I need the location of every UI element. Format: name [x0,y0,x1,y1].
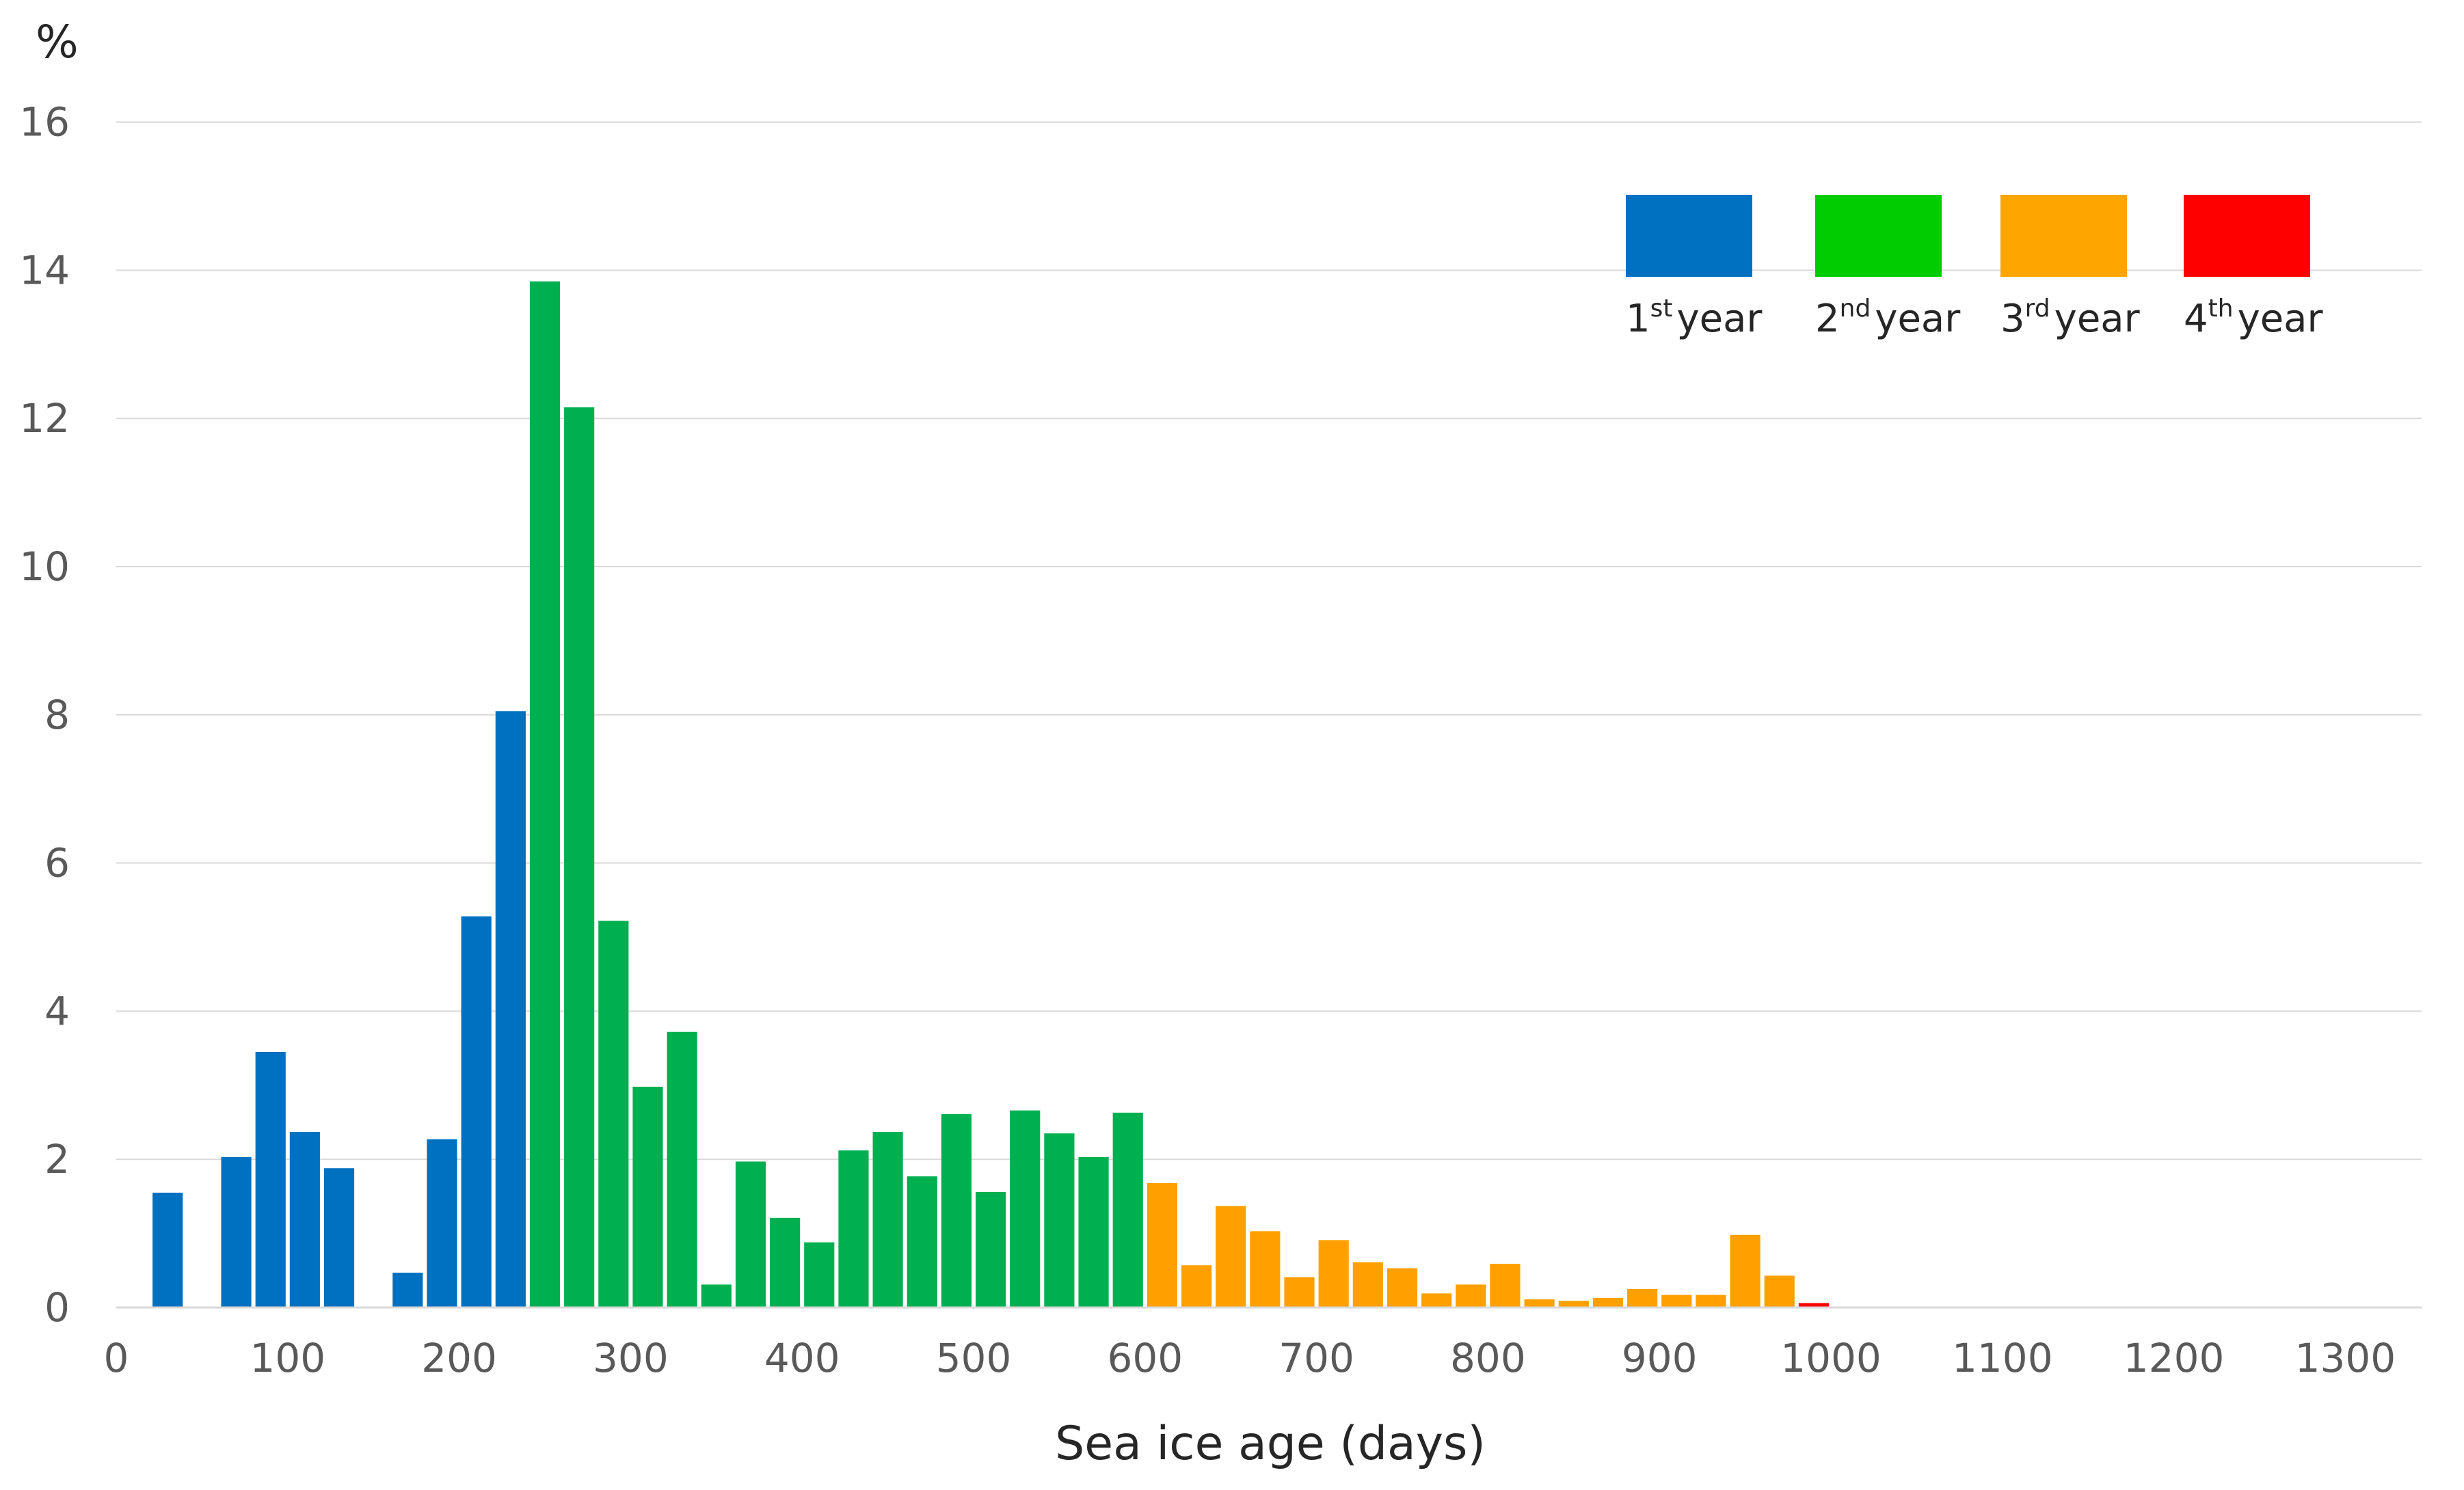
bar-2nd-year-330 [667,1031,697,1308]
legend-label: 1st year [1626,295,1763,341]
y-tick-label: 16 [19,99,70,146]
x-axis-title: Sea ice age (days) [1055,1417,1486,1471]
x-tick-label: 500 [936,1335,1012,1381]
bar-3rd-year-690 [1284,1277,1315,1308]
x-tick-label: 1200 [2124,1335,2225,1381]
bar-3rd-year-790 [1456,1284,1486,1308]
x-tick-label: 1100 [1952,1335,2053,1381]
legend-label-number: 2 [1815,297,1840,341]
legend-label: 2nd year [1815,295,1961,341]
legend-label-number: 1 [1626,297,1650,341]
bar-1st-year-170 [392,1273,423,1308]
legend-label-suffix: th [2208,295,2234,323]
x-tick-label: 300 [593,1335,669,1381]
legend-label-word: year [2054,297,2141,341]
bar-3rd-year-890 [1627,1288,1658,1308]
bar-3rd-year-630 [1181,1265,1212,1308]
bar-2nd-year-550 [1044,1133,1075,1308]
legend-label-suffix: nd [1840,295,1871,323]
x-tick-label: 0 [104,1335,129,1381]
bar-2nd-year-290 [598,921,629,1308]
bar-2nd-year-450 [872,1132,903,1308]
y-tick-label: 2 [44,1136,70,1182]
y-tick-label: 6 [44,840,70,886]
bar-3rd-year-910 [1661,1295,1692,1308]
x-tick-label: 1300 [2295,1335,2396,1381]
bar-2nd-year-350 [701,1284,732,1308]
bar-1st-year-70 [221,1156,252,1308]
bar-3rd-year-930 [1696,1295,1726,1308]
bar-3rd-year-770 [1421,1293,1452,1308]
legend: 1st year 2nd year 3rd year 4th year [1626,195,2323,341]
bar-1st-year-210 [461,916,492,1308]
x-tick-label: 600 [1107,1335,1183,1381]
bar-2nd-year-510 [976,1191,1006,1308]
bar-3rd-year-650 [1216,1206,1246,1308]
y-tick-label: 0 [44,1284,70,1331]
bar-3rd-year-970 [1764,1275,1795,1308]
legend-label: 3rd year [2000,295,2141,341]
legend-label-suffix: rd [2025,295,2050,323]
y-tick-label: 4 [44,988,70,1034]
legend-label-word: year [1677,297,1763,341]
legend-label-word: year [2238,297,2324,341]
x-tick-label: 100 [250,1335,325,1381]
bar-3rd-year-850 [1558,1301,1589,1308]
legend-swatch [2000,195,2127,277]
legend-label-number: 3 [2000,297,2025,341]
bar-1st-year-110 [289,1132,320,1308]
bar-3rd-year-950 [1730,1234,1760,1308]
bar-1st-year-30 [152,1192,183,1308]
y-axis-unit-label: % [36,16,79,68]
bar-1st-year-90 [255,1052,286,1308]
legend-label-word: year [1875,297,1961,341]
bar-2nd-year-410 [804,1242,835,1308]
x-tick-label: 1000 [1780,1335,1882,1381]
bar-2nd-year-250 [529,281,561,1308]
bar-2nd-year-470 [907,1176,937,1308]
bar-1st-year-190 [427,1139,457,1308]
x-tick-label: 700 [1278,1335,1354,1381]
x-axis-ticks: 0 100 200 300 400 500 600 700 800 900 1000 1100 1200… [104,1335,2396,1381]
legend-swatch [2184,195,2310,277]
bar-2nd-year-310 [632,1086,663,1308]
legend-label: 4th year [2184,295,2323,341]
bar-3rd-year-750 [1387,1268,1418,1308]
bar-3rd-year-870 [1592,1297,1624,1308]
y-axis-ticks: 0 2 4 6 8 10 12 14 16 [19,99,70,1331]
legend-swatch [1626,195,1752,277]
bar-2nd-year-270 [564,407,595,1308]
bar-4th-year-990 [1798,1303,1829,1308]
bar-3rd-year-610 [1147,1182,1177,1308]
legend-swatch [1815,195,1942,277]
bar-1st-year-230 [495,711,526,1308]
x-tick-label: 200 [421,1335,497,1381]
bar-2nd-year-390 [770,1217,801,1308]
bar-3rd-year-810 [1490,1264,1521,1308]
bar-2nd-year-430 [838,1150,869,1308]
x-tick-label: 400 [764,1335,840,1381]
x-tick-label: 800 [1450,1335,1526,1381]
y-tick-label: 14 [19,247,70,293]
bar-2nd-year-530 [1010,1110,1041,1308]
legend-label-suffix: st [1650,295,1673,323]
bar-3rd-year-830 [1524,1299,1555,1308]
legend-label-number: 4 [2184,297,2208,341]
bar-2nd-year-490 [941,1114,972,1308]
y-tick-label: 10 [19,543,70,590]
bars [152,281,1829,1308]
bar-3rd-year-730 [1352,1262,1383,1308]
bar-3rd-year-710 [1318,1240,1349,1308]
bar-2nd-year-590 [1112,1112,1143,1308]
bar-1st-year-130 [323,1168,355,1308]
y-tick-label: 8 [44,692,70,738]
bar-2nd-year-570 [1078,1156,1109,1308]
x-tick-label: 900 [1622,1335,1698,1381]
bar-3rd-year-670 [1250,1231,1281,1308]
y-tick-label: 12 [19,395,70,442]
bar-2nd-year-370 [735,1161,766,1308]
